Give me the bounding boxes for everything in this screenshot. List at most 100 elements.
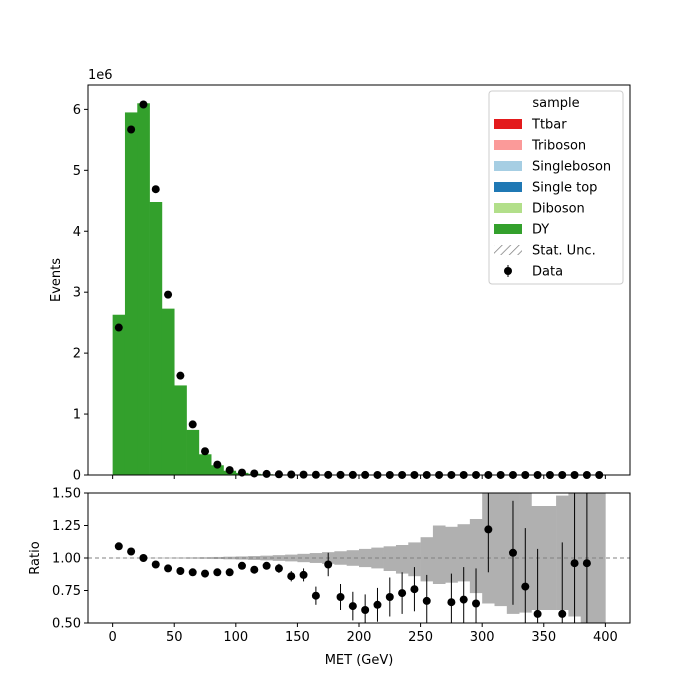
main-y-tick-label: 0 <box>73 469 81 484</box>
ratio-unc-bin-25 <box>420 537 434 582</box>
x-tick-label: 250 <box>408 630 433 645</box>
ratio-point-33 <box>521 582 530 591</box>
main-y-tick-label: 3 <box>73 286 81 301</box>
data-point-4 <box>164 290 173 299</box>
ratio-point-22 <box>385 593 394 601</box>
ratio-point-2 <box>139 554 148 562</box>
ratio-point-27 <box>447 598 456 607</box>
ratio-data-points <box>114 493 591 623</box>
ratio-point-10 <box>237 561 246 570</box>
legend-label: Triboson <box>531 139 586 154</box>
ratio-point-0 <box>114 542 123 551</box>
x-tick-label: 400 <box>593 630 618 645</box>
ratio-unc-bin-22 <box>383 546 397 571</box>
ratio-point-3 <box>151 560 160 569</box>
bar-dy-7 <box>198 454 212 475</box>
legend-swatch <box>494 140 522 150</box>
ratio-point-20 <box>361 606 370 614</box>
bar-dy-1 <box>124 112 138 475</box>
ratio-point-8 <box>213 568 222 577</box>
ratio-y-ticks: 0.50 0.75 1.00 1.25 1.50 <box>52 487 88 632</box>
ratio-point-16 <box>311 591 320 600</box>
main-y-ticks: 0 1 2 3 4 5 6 <box>73 103 88 484</box>
bar-dy-4 <box>161 308 175 475</box>
ratio-point-12 <box>262 561 271 570</box>
ratio-point-1 <box>127 547 136 556</box>
x-tick-label: 0 <box>108 630 116 645</box>
legend-title: sample <box>532 96 579 111</box>
ratio-y-tick-label: 0.50 <box>52 617 81 632</box>
bar-dy-6 <box>186 429 200 475</box>
ratio-panel: 0.50 0.75 1.00 1.25 1.50 0 50 100 150 200 250 300 3… <box>28 487 631 668</box>
legend-items: Ttbar Triboson Singleboson Single top Diboso… <box>494 118 611 280</box>
x-tick-label: 350 <box>531 630 556 645</box>
ratio-unc-bin-31 <box>494 493 508 607</box>
data-point-2 <box>139 100 148 109</box>
legend-swatch <box>494 182 522 192</box>
ratio-unc-bin-26 <box>432 525 446 584</box>
ratio-unc-bin-11 <box>248 556 261 560</box>
legend-label: Diboson <box>532 202 585 217</box>
bar-dy-8 <box>211 465 224 475</box>
data-point-0 <box>114 323 123 332</box>
ratio-unc-bin-24 <box>408 542 421 577</box>
ratio-y-tick-label: 0.75 <box>52 584 81 599</box>
data-point-6 <box>188 420 197 429</box>
main-y-scale-label: 1e6 <box>88 68 113 83</box>
data-point-11 <box>250 469 259 478</box>
legend-marker <box>504 267 512 275</box>
legend-swatch <box>494 119 522 129</box>
ratio-unc-bin-15 <box>297 553 311 563</box>
data-point-7 <box>201 447 210 456</box>
ratio-point-34 <box>533 609 542 618</box>
legend-label: Singleboson <box>532 160 611 175</box>
bar-dy-2 <box>137 103 150 475</box>
ratio-point-37 <box>570 559 579 568</box>
ratio-point-21 <box>373 600 382 609</box>
ratio-y-tick-label: 1.50 <box>52 487 81 502</box>
ratio-unc-bin-28 <box>457 524 471 582</box>
ratio-point-32 <box>508 548 517 557</box>
ratio-unc-bin-16 <box>309 553 323 563</box>
ratio-point-19 <box>348 602 357 611</box>
main-y-tick-label: 2 <box>73 347 81 362</box>
ratio-unc-bin-3 <box>149 557 163 559</box>
ratio-point-29 <box>472 599 481 608</box>
legend-label: Stat. Unc. <box>532 244 596 259</box>
data-point-13 <box>274 470 283 479</box>
ratio-point-17 <box>324 560 333 569</box>
legend-label: Ttbar <box>531 118 567 133</box>
ratio-unc-bin-20 <box>359 548 372 568</box>
ratio-unc-bin-23 <box>395 545 409 574</box>
ratio-y-axis-label: Ratio <box>28 541 43 574</box>
ratio-point-9 <box>225 568 234 577</box>
x-tick-label: 50 <box>166 630 183 645</box>
ratio-point-6 <box>188 568 197 577</box>
data-point-1 <box>127 125 136 134</box>
ratio-unc-bin-6 <box>186 557 200 559</box>
legend-label: Single top <box>532 181 597 196</box>
ratio-point-30 <box>484 525 493 534</box>
legend-swatch <box>494 224 522 234</box>
data-point-9 <box>225 466 234 475</box>
ratio-unc-bin-29 <box>469 519 483 594</box>
bar-dy-0 <box>112 314 126 475</box>
main-panel: 0 1 2 3 4 5 6 Events 1e6 <box>49 68 631 484</box>
ratio-x-ticks: 0 50 100 150 200 250 300 350 400 <box>108 623 618 645</box>
legend-label: DY <box>532 223 549 238</box>
x-tick-label: 200 <box>347 630 372 645</box>
main-x-ticks <box>112 475 606 479</box>
legend-label: Data <box>532 265 563 280</box>
ratio-y-tick-label: 1.00 <box>52 552 81 567</box>
x-tick-label: 150 <box>285 630 310 645</box>
data-point-8 <box>213 460 222 469</box>
ratio-point-4 <box>164 564 173 573</box>
ratio-point-5 <box>176 567 185 575</box>
bar-dy-3 <box>149 202 163 475</box>
ratio-point-28 <box>459 595 468 604</box>
data-point-3 <box>151 185 160 194</box>
main-y-tick-label: 4 <box>73 225 81 240</box>
main-y-tick-label: 1 <box>73 408 81 423</box>
main-y-tick-label: 5 <box>73 164 81 179</box>
